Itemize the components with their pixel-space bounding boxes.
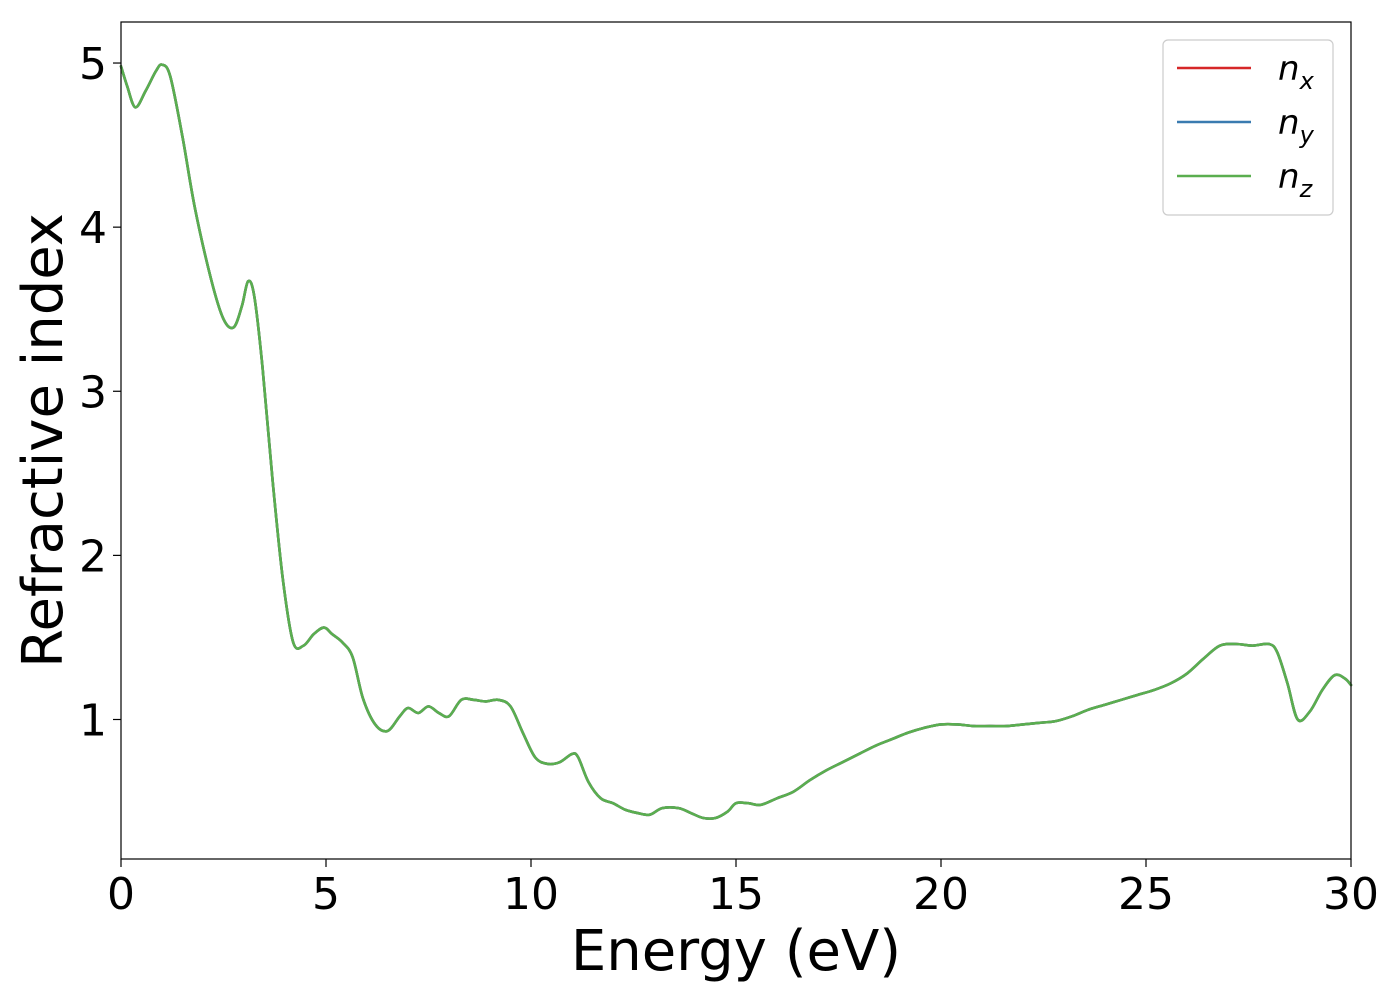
x-tick-label: 10 bbox=[503, 869, 559, 920]
series-line-z bbox=[119, 63, 1353, 820]
legend: nx ny nz bbox=[1162, 39, 1334, 216]
legend-label-z: nz bbox=[1278, 157, 1314, 203]
legend-box bbox=[1162, 39, 1334, 216]
y-tick-label: 5 bbox=[79, 39, 107, 90]
y-tick-label: 4 bbox=[79, 203, 107, 254]
y-axis: 1 2 3 4 5 bbox=[79, 39, 121, 747]
x-axis-label: Energy (eV) bbox=[571, 919, 901, 984]
x-tick-label: 25 bbox=[1118, 869, 1174, 920]
y-tick-label: 1 bbox=[79, 696, 107, 747]
x-tick-label: 30 bbox=[1323, 869, 1379, 920]
x-tick-label: 20 bbox=[913, 869, 969, 920]
y-axis-label: Refractive index bbox=[11, 213, 76, 668]
x-tick-label: 15 bbox=[708, 869, 764, 920]
series-layer bbox=[119, 63, 1353, 820]
x-tick-label: 0 bbox=[107, 869, 135, 920]
x-tick-label: 5 bbox=[312, 869, 340, 920]
y-tick-label: 2 bbox=[79, 531, 107, 582]
x-axis: 0 5 10 15 20 25 30 bbox=[107, 859, 1379, 920]
legend-label-y: ny bbox=[1278, 103, 1315, 149]
legend-label-x: nx bbox=[1278, 49, 1315, 95]
y-tick-label: 3 bbox=[79, 367, 107, 418]
